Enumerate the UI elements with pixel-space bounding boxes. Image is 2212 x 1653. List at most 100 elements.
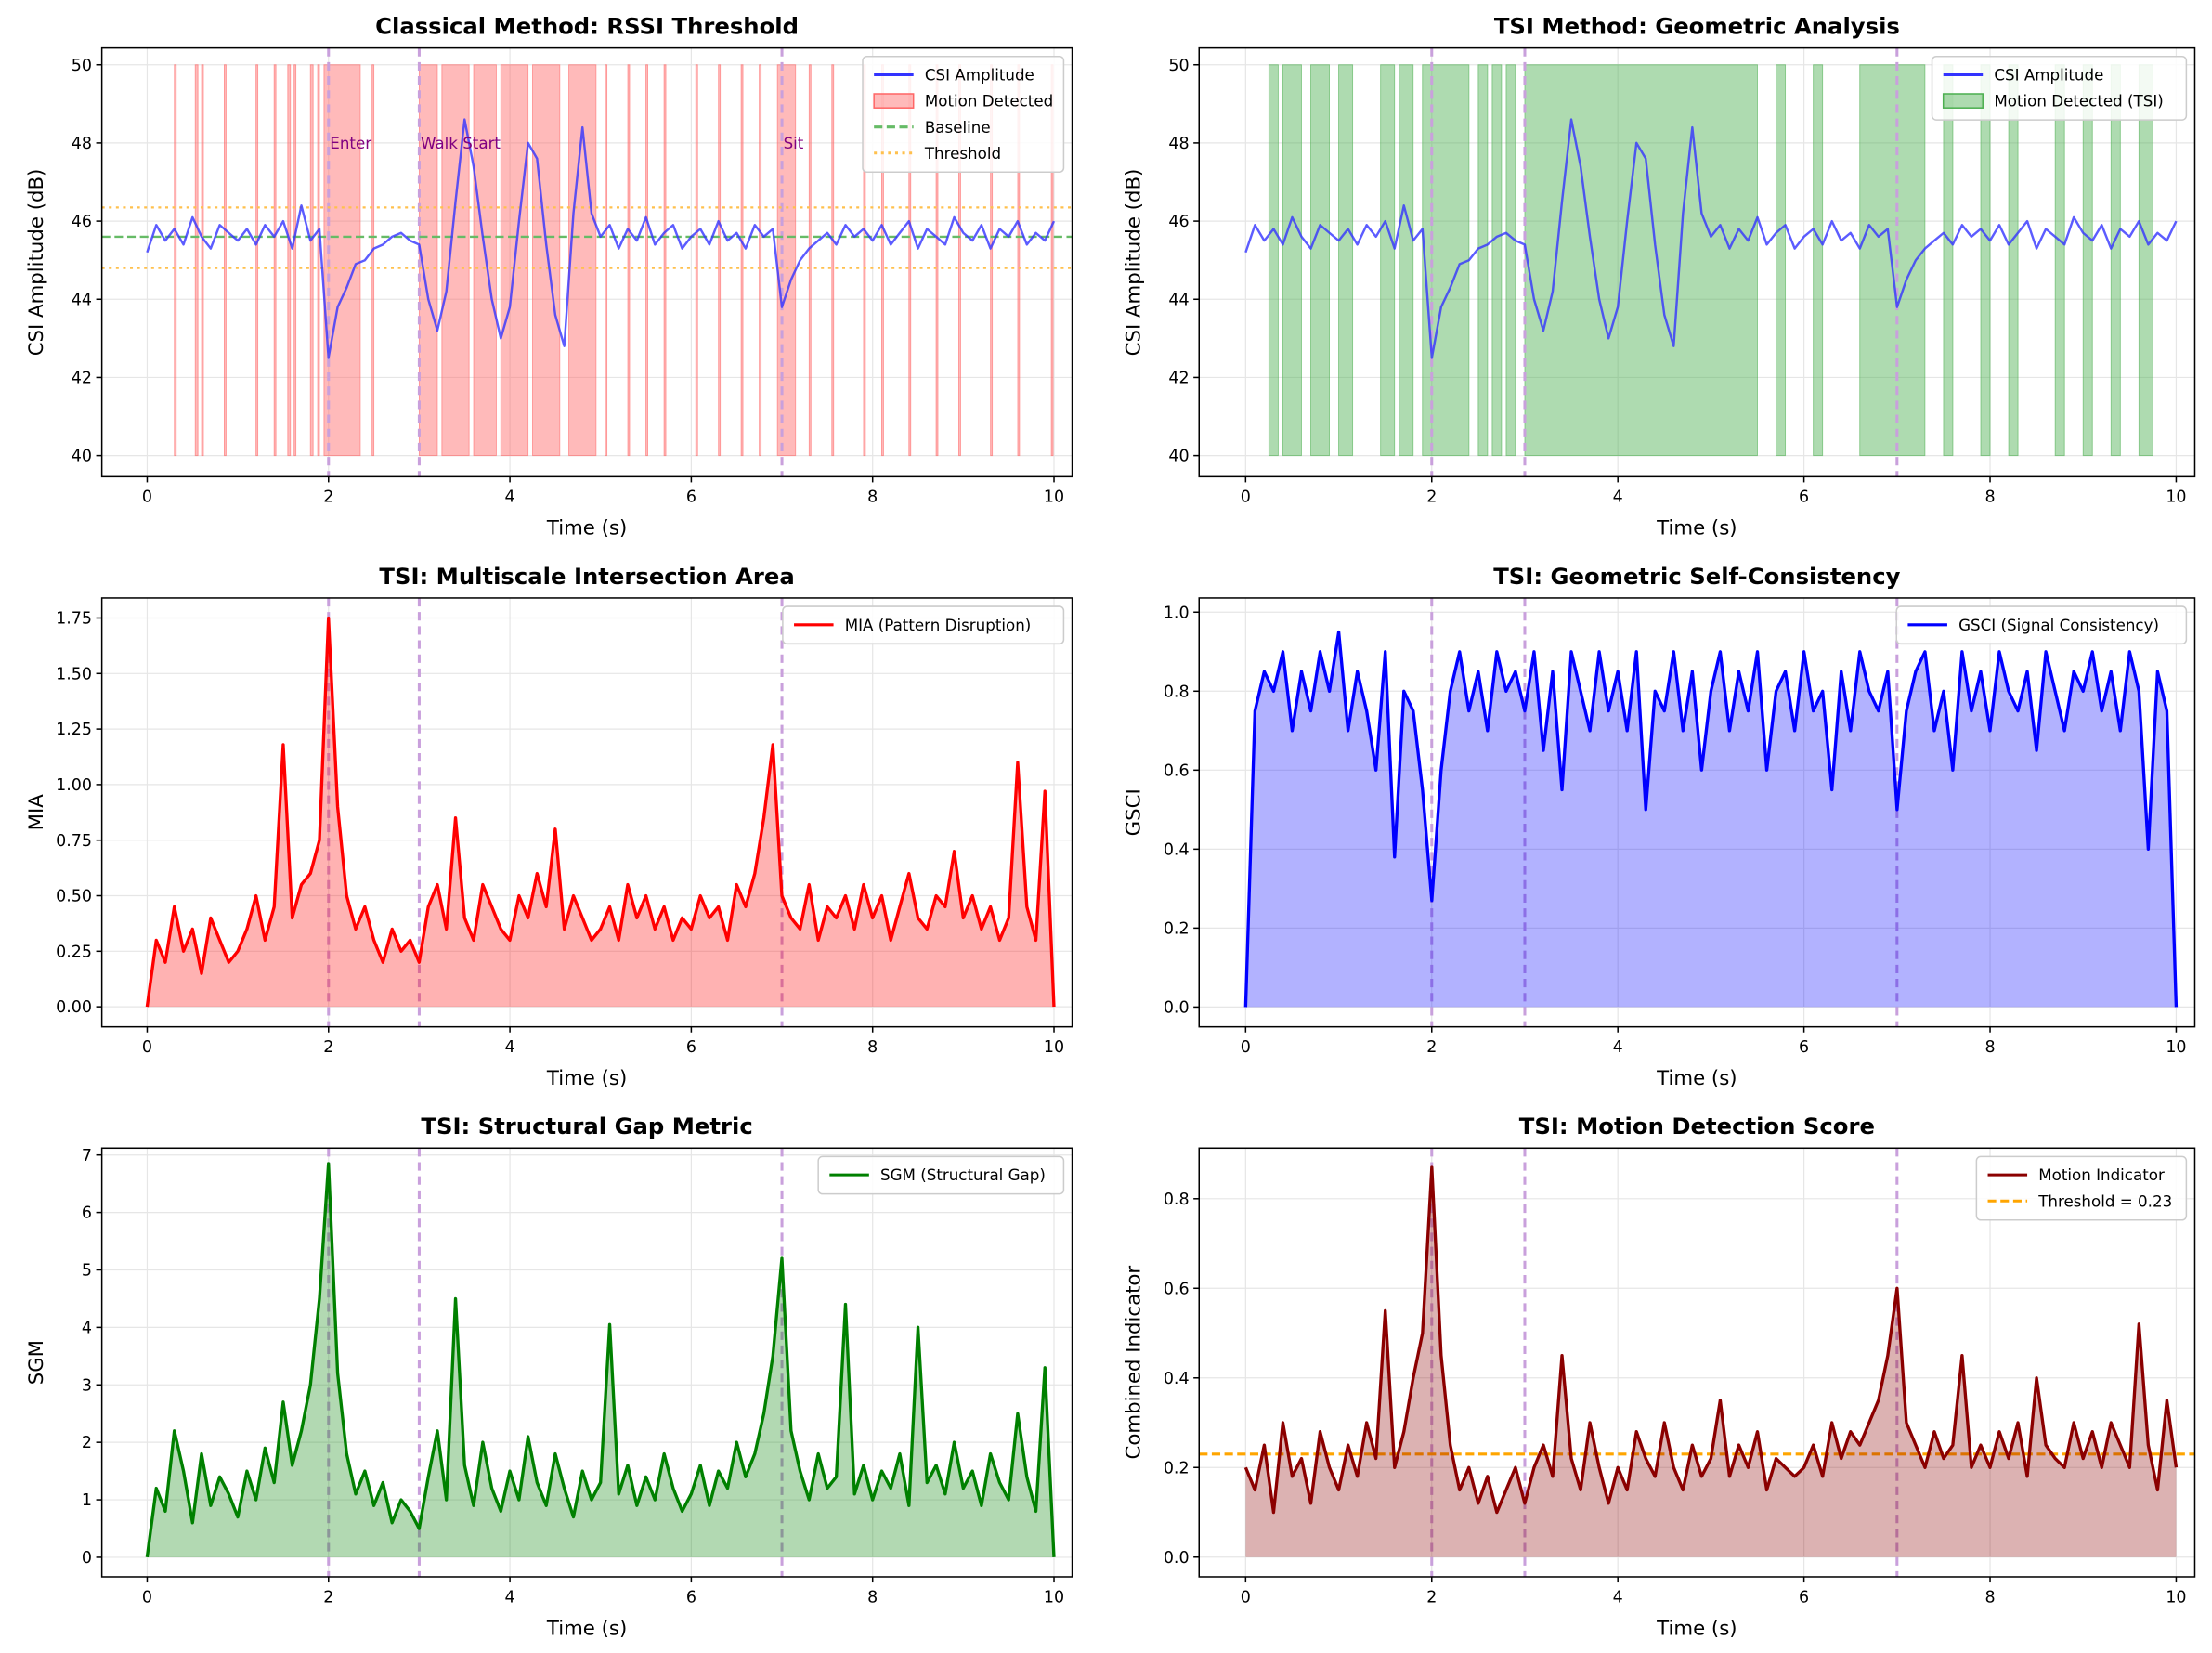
x-tick-label: 8	[867, 488, 878, 507]
y-tick-label: 1	[82, 1491, 92, 1510]
y-tick-label: 0.0	[1164, 1549, 1190, 1568]
legend: SGM (Structural Gap)	[817, 1155, 1065, 1195]
x-tick-label: 0	[142, 1588, 152, 1607]
legend: MIA (Pattern Disruption)	[782, 605, 1065, 645]
y-tick-label: 7	[82, 1147, 92, 1165]
legend-item: Motion Detected	[873, 92, 1053, 111]
plot-area	[145, 597, 1056, 1027]
y-tick-label: 40	[1168, 448, 1189, 466]
legend-label: SGM (Structural Gap)	[880, 1165, 1046, 1184]
legend-item: SGM (Structural Gap)	[829, 1165, 1046, 1184]
subplot-6: 0 2 4 6 8 10 0.0 0.2 0.4 0.6 0.8 TSI: Motion Detect…	[1122, 1113, 2196, 1640]
motion-span	[695, 64, 698, 457]
y-tick-label: 0	[82, 1549, 92, 1568]
motion-span	[1524, 64, 1758, 457]
motion-span	[568, 64, 597, 457]
x-axis-label: Time (s)	[1656, 1067, 1737, 1090]
motion-span	[293, 64, 297, 457]
y-tick-label: 0.4	[1164, 840, 1190, 859]
x-tick-label: 10	[1044, 1588, 1064, 1607]
x-tick-label: 8	[867, 1588, 878, 1607]
motion-span	[2110, 64, 2121, 457]
y-axis-label: CSI Amplitude (dB)	[25, 169, 48, 357]
legend-item: Baseline	[874, 118, 991, 137]
motion-span	[1943, 64, 1954, 457]
motion-span	[441, 64, 470, 457]
x-tick-label: 4	[1613, 1588, 1623, 1607]
y-tick-label: 0.25	[56, 943, 92, 961]
x-tick-label: 2	[1426, 488, 1437, 507]
motion-span	[1399, 64, 1414, 457]
y-tick-label: 0.6	[1164, 1280, 1190, 1298]
y-tick-label: 46	[72, 213, 92, 231]
motion-span	[663, 64, 667, 457]
x-tick-label: 6	[686, 1038, 696, 1057]
motion-span	[605, 64, 608, 457]
motion-span	[1338, 64, 1354, 457]
plot-area	[1243, 597, 2179, 1027]
x-tick-label: 2	[1426, 1038, 1437, 1057]
y-axis-label: SGM	[25, 1340, 48, 1385]
subplot-title: TSI: Structural Gap Metric	[421, 1113, 752, 1139]
y-tick-label: 1.50	[56, 665, 92, 683]
y-tick-label: 46	[1168, 213, 1189, 231]
legend-item: MIA (Pattern Disruption)	[794, 616, 1031, 634]
motion-span	[371, 64, 375, 457]
legend-item: Threshold	[874, 144, 1001, 163]
motion-span	[473, 64, 497, 457]
motion-span	[718, 64, 722, 457]
x-tick-label: 0	[1241, 1588, 1251, 1607]
x-tick-label: 4	[505, 1038, 515, 1057]
x-tick-label: 6	[1799, 1038, 1809, 1057]
subplot-5: 0 2 4 6 8 10 0 1 2 3 4 5 6 7 TSI: Structural Gap Metri…	[25, 1113, 1073, 1640]
motion-span	[776, 64, 797, 457]
legend-box	[1931, 55, 2188, 121]
motion-span	[174, 64, 177, 457]
y-axis-label: MIA	[25, 794, 48, 831]
legend-item: Motion Indicator	[1987, 1165, 2165, 1184]
x-tick-label: 10	[1044, 488, 1064, 507]
y-tick-label: 0.2	[1164, 1459, 1190, 1477]
legend-box	[782, 605, 1065, 645]
y-tick-label: 0.8	[1164, 1191, 1190, 1209]
legend-item: CSI Amplitude	[1943, 66, 2103, 85]
motion-span	[759, 64, 762, 457]
axes-frame	[100, 1147, 1073, 1578]
x-tick-label: 6	[686, 488, 696, 507]
motion-span	[1980, 64, 1991, 457]
x-tick-label: 10	[2166, 488, 2186, 507]
legend-item: Motion Detected (TSI)	[1942, 92, 2164, 111]
plot-area	[1199, 1148, 2195, 1577]
axes-frame	[1198, 46, 2196, 478]
x-tick-label: 6	[1799, 1588, 1809, 1607]
legend-label: Motion Indicator	[2038, 1165, 2165, 1184]
x-tick-label: 0	[1241, 488, 1251, 507]
legend-label: CSI Amplitude	[1994, 66, 2103, 85]
x-axis-label: Time (s)	[546, 1067, 627, 1090]
legend-label: Threshold	[924, 144, 1001, 163]
y-tick-label: 1.75	[56, 610, 92, 629]
y-tick-label: 1.0	[1164, 604, 1190, 622]
y-tick-label: 1.25	[56, 721, 92, 739]
legend-label: GSCI (Signal Consistency)	[1958, 616, 2159, 634]
x-tick-label: 8	[1984, 1038, 1995, 1057]
y-axis-label: CSI Amplitude (dB)	[1122, 169, 1145, 357]
legend: CSI Amplitude Motion Detected (TSI)	[1931, 55, 2188, 121]
y-tick-label: 0.8	[1164, 683, 1190, 701]
legend-label: CSI Amplitude	[925, 66, 1034, 85]
y-tick-label: 6	[82, 1204, 92, 1223]
x-tick-label: 8	[1984, 1588, 1995, 1607]
series-line	[1243, 630, 2179, 1008]
legend: CSI Amplitude Motion Detected Baseline Thre…	[862, 55, 1065, 174]
plot-area	[145, 1148, 1056, 1577]
y-tick-label: 44	[72, 291, 92, 309]
y-tick-label: 44	[1168, 291, 1189, 309]
x-tick-label: 4	[1613, 488, 1623, 507]
plot-area	[101, 47, 1073, 477]
series-fill	[147, 618, 1055, 1008]
x-tick-label: 4	[505, 1588, 515, 1607]
series-fill	[1245, 1167, 2177, 1557]
legend-swatch	[1942, 93, 1984, 109]
x-tick-label: 2	[323, 488, 333, 507]
